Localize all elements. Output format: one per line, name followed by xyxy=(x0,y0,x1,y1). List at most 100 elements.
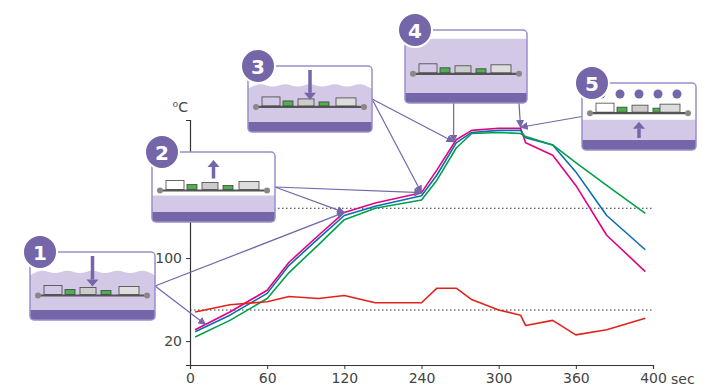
x-tick-label: 0 xyxy=(186,370,195,386)
callout-number: 1 xyxy=(33,241,47,265)
heat-zone xyxy=(405,39,527,103)
leader-line xyxy=(453,103,454,142)
x-tick-label: 240 xyxy=(409,370,436,386)
pcb-component xyxy=(596,103,614,112)
leader-line xyxy=(155,212,344,286)
flow-arrow-head xyxy=(304,93,316,100)
x-tick-mark xyxy=(576,365,577,369)
conveyor-end xyxy=(685,110,691,116)
conveyor-end xyxy=(157,188,163,194)
conveyor-end xyxy=(144,293,150,299)
x-tick-label: 400 xyxy=(640,370,667,386)
pcb-component xyxy=(119,287,139,295)
x-tick-mark xyxy=(499,365,500,369)
callout-number: 5 xyxy=(585,72,599,96)
x-tick: 300 xyxy=(486,365,513,386)
reference-line xyxy=(190,309,653,310)
leader-line xyxy=(275,187,344,212)
leader-line xyxy=(275,187,422,193)
heat-zone xyxy=(582,120,696,150)
callout-illustration xyxy=(152,160,275,222)
annotations: 1 2 3 4 5 xyxy=(23,13,696,325)
pcb-component xyxy=(319,102,329,106)
pcb-component xyxy=(166,181,184,190)
pcb-component xyxy=(65,290,75,295)
callout-badge xyxy=(23,235,57,269)
series-line xyxy=(195,288,645,335)
y-tick-mark xyxy=(186,258,190,259)
conveyor-end xyxy=(410,71,416,77)
x-tick-mark xyxy=(653,365,654,369)
conveyor-end xyxy=(35,293,41,299)
conveyor-end xyxy=(587,110,593,116)
callout: 4 xyxy=(398,13,527,103)
callout-badge xyxy=(398,13,432,47)
fan-dot xyxy=(635,90,644,99)
y-tick-mark xyxy=(186,341,190,342)
pcb-component xyxy=(440,68,450,73)
pcb-component xyxy=(455,66,471,73)
flow-arrow-shaft xyxy=(212,167,216,179)
conveyor-end xyxy=(516,71,522,77)
pcb-component xyxy=(491,65,511,73)
x-tick-label: 120 xyxy=(331,370,358,386)
oven-base xyxy=(248,122,372,132)
pcb-component xyxy=(80,288,96,295)
pcb-component xyxy=(202,183,218,190)
oven-base xyxy=(152,212,275,222)
conveyor-end xyxy=(264,188,270,194)
leader-line xyxy=(521,117,582,128)
leader-line xyxy=(519,103,521,127)
x-tick-label: 360 xyxy=(563,370,590,386)
x-tick-label: 60 xyxy=(259,370,277,386)
pcb-component xyxy=(298,99,314,106)
flow-arrow-shaft xyxy=(637,129,641,138)
leader-line xyxy=(372,99,454,142)
flow-arrow-shaft xyxy=(91,256,95,279)
oven-base xyxy=(582,140,696,150)
x-tick: 60 xyxy=(259,365,277,386)
callout-number: 4 xyxy=(408,19,422,43)
y-tick: 20 xyxy=(164,333,190,349)
x-tick-mark xyxy=(267,365,268,369)
conveyor-end xyxy=(361,104,367,110)
callout-badge xyxy=(575,66,609,100)
fan-dot xyxy=(654,90,663,99)
x-tick: 360 xyxy=(563,365,590,386)
pcb-component xyxy=(660,104,680,112)
fan-dot xyxy=(616,90,625,99)
pcb-component xyxy=(476,69,486,73)
leader-line xyxy=(155,286,205,325)
pcb-component xyxy=(632,105,648,112)
flow-arrow-shaft xyxy=(308,70,312,93)
fan-dot xyxy=(673,90,682,99)
pcb-component xyxy=(44,286,62,295)
heat-zone xyxy=(152,195,275,222)
callout-badge xyxy=(241,49,275,83)
callout: 3 xyxy=(241,49,372,132)
pcb-component xyxy=(283,101,293,106)
y-axis-title: ⁰C xyxy=(173,99,189,115)
pcb-component xyxy=(239,182,259,190)
flow-arrow-head xyxy=(633,122,645,129)
flow-arrow-head xyxy=(208,160,220,167)
x-tick-label: 300 xyxy=(486,370,513,386)
callout-illustration xyxy=(405,39,527,103)
pcb-component xyxy=(223,186,233,190)
callout-number: 3 xyxy=(251,55,265,79)
y-tick: 100 xyxy=(155,250,190,266)
pcb-component xyxy=(101,291,111,295)
pcb-component xyxy=(419,64,437,73)
pcb-component xyxy=(617,107,627,112)
x-tick: 400 xyxy=(640,365,667,386)
callout: 5 xyxy=(575,66,696,150)
flow-arrow-head xyxy=(87,279,99,286)
x-axis-title: sec xyxy=(671,371,695,387)
callout: 2 xyxy=(145,135,275,222)
callout-number: 2 xyxy=(155,141,169,165)
leader-line xyxy=(372,99,422,193)
pcb-component xyxy=(336,98,356,106)
x-axis: 0 60 120 240 300 360 400 xyxy=(186,365,667,386)
callout-badge xyxy=(145,135,179,169)
x-tick-mark xyxy=(344,365,345,369)
